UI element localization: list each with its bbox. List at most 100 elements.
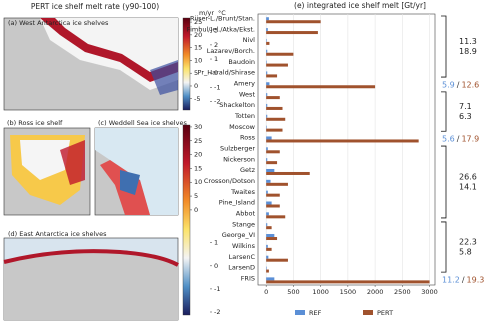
bar (266, 139, 419, 143)
colorbar-tick-label: 0 (194, 82, 198, 90)
plot-frame (257, 13, 436, 286)
bar (266, 82, 270, 86)
group-ref-total: 5.6 (442, 134, 455, 143)
group-ref-total: 22.3 (459, 238, 477, 247)
bar (266, 269, 269, 273)
bar (266, 179, 271, 183)
group-pert-total: 5.8 (459, 248, 472, 257)
bar (266, 103, 268, 107)
bar (266, 28, 268, 32)
bar (266, 201, 272, 205)
bar (266, 190, 268, 194)
legend-label: PERT (377, 309, 393, 317)
map-panel-c: (c) Weddell Sea ice shelves (94, 119, 187, 216)
bar (266, 161, 278, 165)
y-tick-label: Baudoin (228, 58, 255, 66)
bar (266, 136, 272, 140)
panel-label: (d) East Antarctica ice shelves (8, 230, 107, 238)
bar (266, 49, 268, 53)
group-ref-total: 11.2 (442, 275, 460, 284)
group-separator: / (462, 275, 465, 284)
group-separator: / (457, 134, 460, 143)
y-tick-label: Twaites (230, 188, 256, 196)
bar (266, 255, 269, 259)
colorbar-tick-label: 20 (194, 31, 202, 39)
y-tick-label: Getz (240, 166, 256, 174)
group-pert-total: 18.9 (459, 47, 477, 56)
colorbar-tick-label: 5 (194, 192, 198, 200)
y-tick-label: Wilkins (232, 242, 256, 250)
bar (266, 150, 280, 154)
group-totals: 5.9/12.6 (442, 80, 479, 89)
bar (266, 60, 267, 64)
y-tick-label: Ross (240, 134, 256, 142)
bar (266, 31, 318, 35)
maps-title: PERT ice shelf melt rate (y90-100) (31, 2, 159, 11)
colorbar-unit: °C (218, 9, 226, 17)
bar (266, 204, 280, 208)
y-tick-label: LarsenC (229, 253, 256, 261)
x-tick-label: 2500 (394, 288, 411, 296)
bar (266, 41, 270, 45)
map-panel-d: (d) East Antarctica ice shelves (3, 230, 179, 321)
bar (266, 193, 280, 197)
bar (266, 20, 321, 24)
group-bracket (441, 221, 447, 273)
bar (266, 258, 288, 262)
bar (266, 93, 268, 97)
colorbar-tick-label: 30 (194, 123, 202, 131)
colorbar-tick-label: -2 (214, 98, 220, 106)
group-ref-total: 26.6 (459, 173, 477, 182)
group-bracket (441, 91, 447, 132)
legend-swatch (363, 310, 373, 315)
group-totals: 11.2/19.3 (442, 275, 484, 284)
y-tick-label: FRIS (241, 275, 255, 283)
y-tick-label: Nivl (243, 36, 256, 44)
group-bracket (441, 15, 447, 78)
group-separator: / (457, 80, 460, 89)
colorbar-tick-label: 0 (214, 262, 218, 270)
colorbar-tick-label: -5 (194, 95, 200, 103)
bar (266, 117, 286, 121)
bar (266, 226, 272, 230)
colorbar-tick-label: 15 (194, 164, 202, 172)
y-tick-label: Totten (234, 112, 255, 120)
colorbar-tick-label: 10 (194, 178, 202, 186)
group-pert-total: 12.6 (461, 80, 479, 89)
group-ref-total: 5.9 (442, 80, 455, 89)
bar (266, 277, 275, 281)
legend-swatch (295, 310, 305, 315)
bar (266, 244, 268, 248)
colorbar-tick-label: 1 (214, 239, 218, 247)
group-ref-total: 11.3 (459, 37, 477, 46)
group-pert-total: 17.9 (461, 134, 479, 143)
bar (266, 63, 288, 67)
colorbar-tick-label: 3 (214, 27, 218, 35)
colorbar-tick-label: 1 (214, 55, 218, 63)
y-tick-label: LarsenD (228, 264, 255, 272)
group-pert-total: 14.1 (459, 183, 477, 192)
map-panel-a: (a) West Antarctica ice shelves (3, 17, 179, 111)
x-tick-label: 1000 (312, 288, 329, 296)
chart-title: (e) integrated ice shelf melt [Gt/yr] (294, 1, 426, 10)
panel-label: (a) West Antarctica ice shelves (8, 19, 109, 27)
bar (266, 234, 275, 238)
bar (266, 168, 275, 172)
bar (266, 247, 272, 251)
y-tick-label: Pr_Harald/Shirase (198, 69, 255, 77)
bar (266, 114, 268, 118)
colorbar-unit: m/yr (199, 9, 214, 17)
panel-label: (b) Ross ice shelf (7, 119, 63, 127)
colorbar-tick-label: 25 (194, 137, 202, 145)
y-tick-label: West (239, 90, 255, 98)
colorbar-tick-label: 15 (194, 44, 202, 52)
y-tick-label: Pine_Island (219, 199, 255, 207)
bar (266, 280, 430, 284)
group-bracket (441, 145, 447, 219)
group-pert-total: 19.3 (467, 275, 485, 284)
colorbar-tick-label: 5 (194, 69, 198, 77)
group-totals: 5.6/17.9 (442, 134, 479, 143)
colorbar-tick-label: 2 (214, 41, 218, 49)
colorbar-tick-label: -1 (214, 285, 220, 293)
